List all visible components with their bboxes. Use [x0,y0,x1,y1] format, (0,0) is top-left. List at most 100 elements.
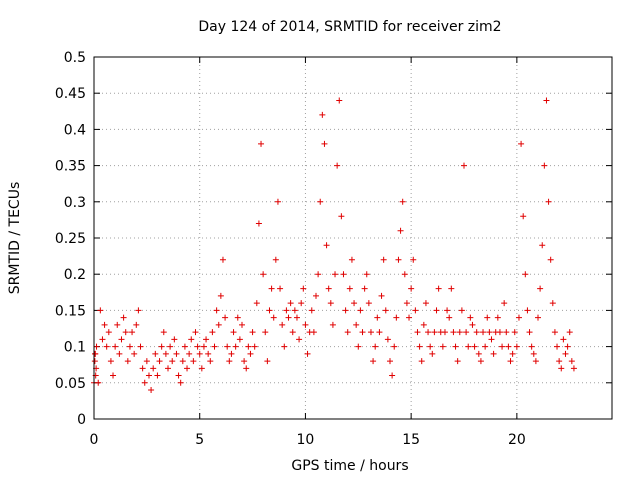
data-point [264,358,271,365]
data-point [317,198,324,205]
data-point [422,300,429,307]
data-point [469,321,476,328]
data-point [374,314,381,321]
data-point [184,365,191,372]
data-point [416,343,423,350]
data-point [230,329,237,336]
data-point [524,307,531,314]
data-point [549,300,556,307]
data-point [236,336,243,343]
data-point [258,140,265,147]
data-point [188,336,195,343]
data-point [401,271,408,278]
data-point [537,285,544,292]
data-point [509,350,516,357]
data-point [179,358,186,365]
y-tick-label: 0.3 [64,195,86,211]
data-point [116,350,123,357]
data-point [124,358,131,365]
data-point [403,300,410,307]
data-point [558,365,565,372]
data-point [135,307,142,314]
data-point [173,350,180,357]
data-point [205,350,212,357]
data-point [239,321,245,328]
data-point [408,285,415,292]
data-point [410,256,417,263]
x-tick-label: 5 [195,432,204,448]
data-point [131,350,138,357]
data-point [372,343,379,350]
data-point [554,343,561,350]
data-point [285,314,292,321]
data-point [95,379,102,386]
data-point [496,329,503,336]
data-point [103,343,110,350]
data-point [114,321,121,328]
data-point [397,227,404,234]
data-point [150,365,157,372]
data-point [412,307,419,314]
data-point [133,321,140,328]
data-point [175,372,182,379]
data-point [196,350,203,357]
data-point [367,329,374,336]
data-point [154,372,161,379]
data-point [260,271,267,278]
y-tick-label: 0.25 [55,231,86,247]
data-point [293,314,300,321]
data-point [213,307,220,314]
x-tick-label: 20 [508,432,526,448]
data-point [334,162,341,169]
data-point [513,343,520,350]
data-point [228,350,235,357]
data-point [101,321,108,328]
data-point [484,314,491,321]
data-point [226,358,233,365]
data-point [418,358,425,365]
data-point [321,140,328,147]
data-point [501,300,508,307]
data-point [348,256,355,263]
data-point [463,329,470,336]
data-point [505,343,512,350]
y-axis-label: SRMTID / TECUs [7,182,23,295]
data-point [232,343,239,350]
data-point [217,292,224,299]
data-point [283,307,290,314]
data-point [181,343,188,350]
data-point [532,358,539,365]
data-point [444,307,451,314]
data-point [480,329,487,336]
data-point [477,358,484,365]
data-point [296,336,303,343]
data-point [526,329,533,336]
data-point [158,343,165,350]
data-point [389,372,396,379]
data-point [568,358,575,365]
data-point [91,358,98,365]
data-point [171,336,178,343]
data-point [325,285,332,292]
data-point [486,329,493,336]
data-point [266,307,273,314]
data-point [560,336,567,343]
data-point [105,329,112,336]
data-point [152,350,159,357]
data-point [277,285,284,292]
data-point [357,307,364,314]
data-point [395,256,402,263]
data-point [452,343,459,350]
data-point [446,314,453,321]
data-point [473,329,480,336]
data-point [429,350,436,357]
data-point [255,220,262,227]
data-point [156,358,163,365]
y-tick-label: 0.35 [55,159,86,175]
data-point [143,358,150,365]
data-point [139,365,146,372]
data-point [494,314,501,321]
data-point [203,336,210,343]
data-point [137,343,144,350]
data-point [475,350,482,357]
